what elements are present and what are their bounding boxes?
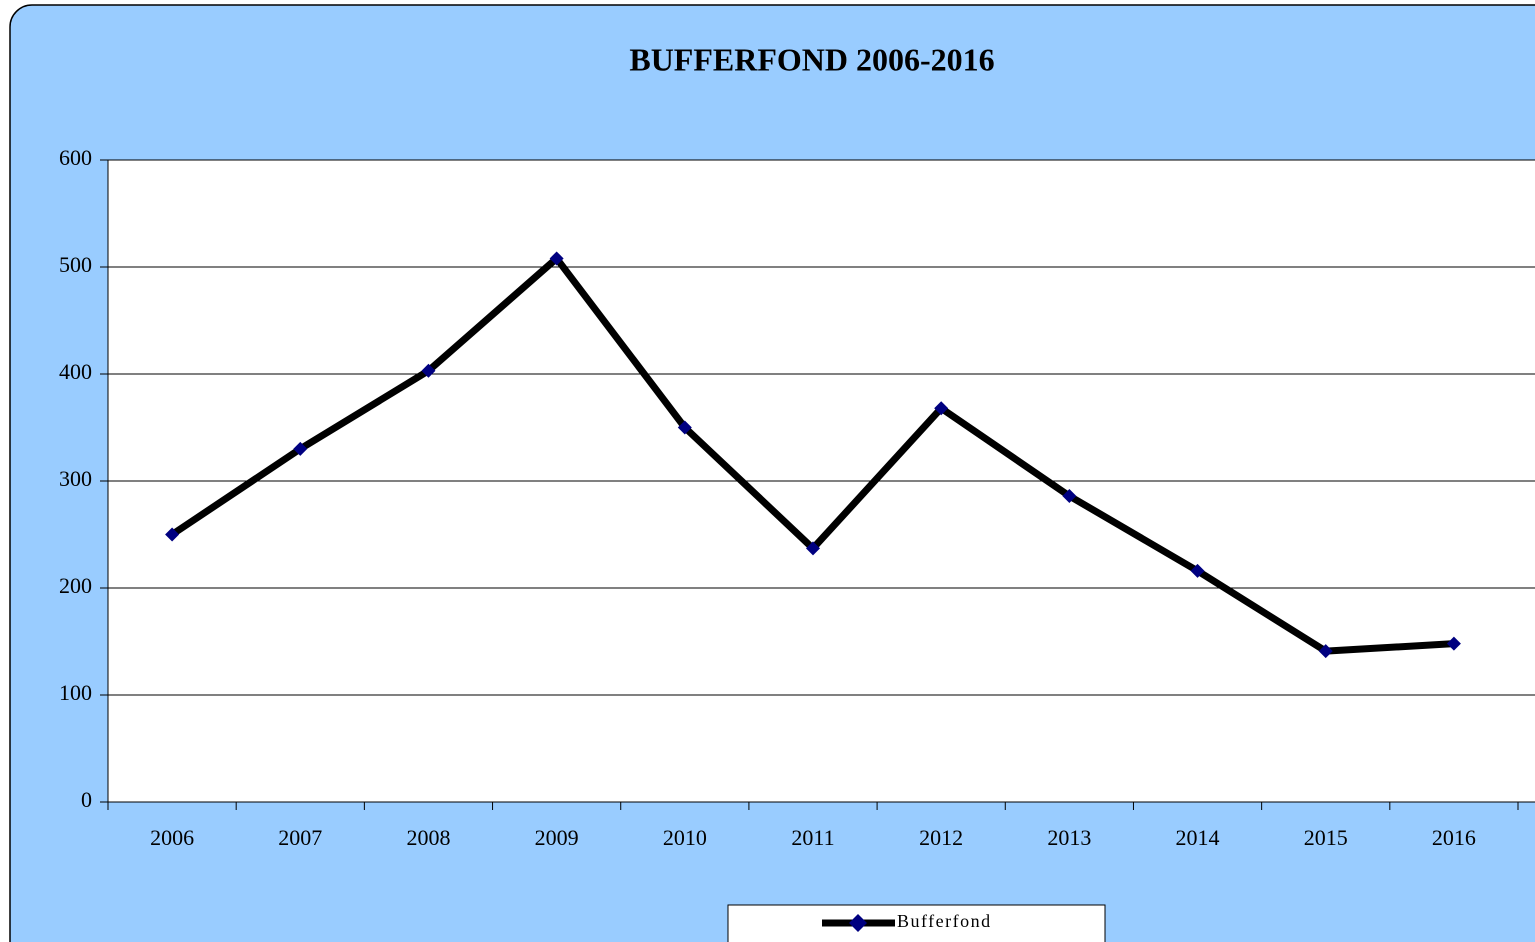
y-tick-label: 200 (59, 573, 92, 598)
legend-marker (849, 914, 867, 932)
x-tick-label: 2015 (1304, 825, 1348, 850)
data-point (549, 251, 564, 266)
x-tick-label: 2009 (535, 825, 579, 850)
chart-title: BUFFERFOND 2006-2016 (629, 41, 994, 77)
y-tick-label: 300 (59, 466, 92, 491)
x-tick-label: 2016 (1432, 825, 1476, 850)
y-tick-label: 0 (81, 787, 92, 812)
x-tick-label: 2010 (663, 825, 707, 850)
legend-box (727, 904, 1106, 942)
x-tick-label: 2007 (278, 825, 322, 850)
data-point (1446, 636, 1461, 651)
x-tick-label: 2014 (1176, 825, 1220, 850)
data-point (1190, 563, 1205, 578)
y-tick-label: 500 (59, 252, 92, 277)
y-tick-label: 400 (59, 359, 92, 384)
data-point (421, 363, 436, 378)
y-tick-label: 100 (59, 680, 92, 705)
data-point (165, 527, 180, 542)
x-tick-label: 2008 (406, 825, 450, 850)
x-tick-label: 2012 (919, 825, 963, 850)
x-tick-label: 2011 (791, 825, 834, 850)
data-point (1318, 644, 1333, 659)
data-point (934, 401, 949, 416)
legend-label: Bufferfond (897, 911, 992, 931)
x-tick-label: 2013 (1047, 825, 1091, 850)
x-tick-label: 2006 (150, 825, 194, 850)
data-point (677, 420, 692, 435)
data-point (293, 441, 308, 456)
data-point (806, 541, 820, 556)
y-tick-label: 600 (59, 145, 92, 170)
data-point (1062, 488, 1077, 503)
